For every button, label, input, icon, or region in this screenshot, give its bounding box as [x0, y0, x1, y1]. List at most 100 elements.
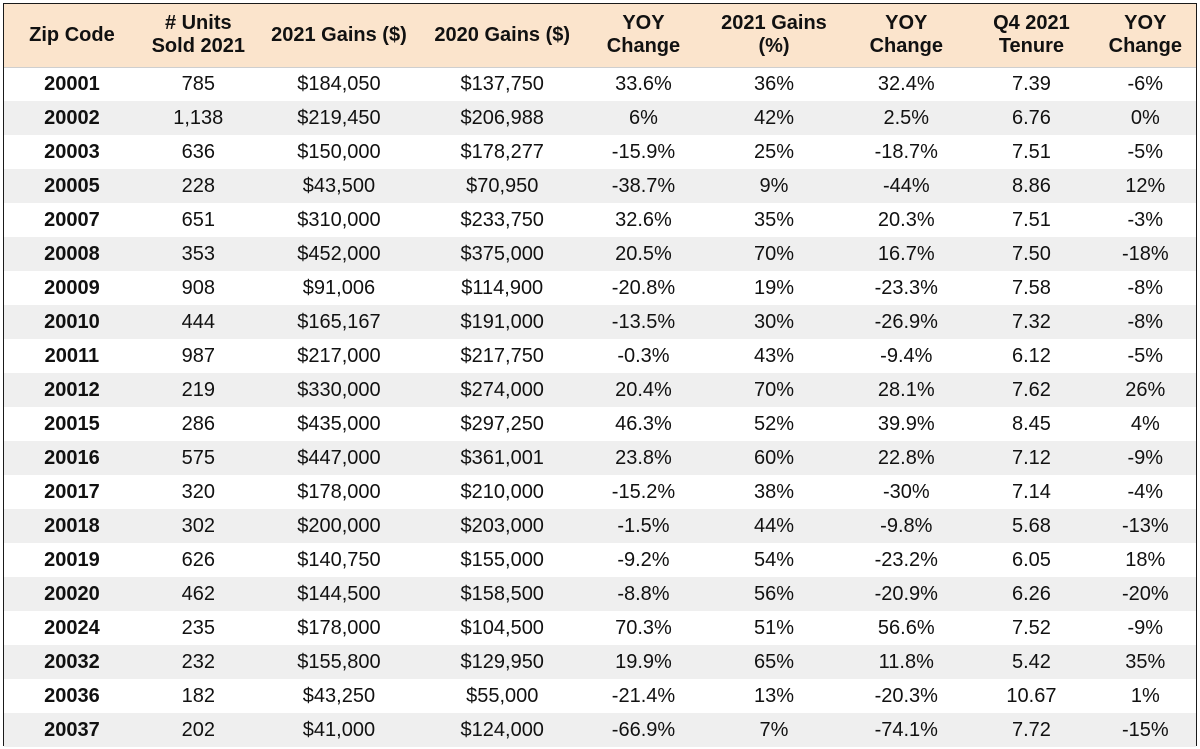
- gains-2021-dollars-cell: $447,000: [297, 446, 381, 469]
- gains-2020-dollars-cell: $178,277: [460, 140, 544, 163]
- yoy-change-dollars-cell: -9.2%: [617, 548, 670, 571]
- header-yoy-change-dollars: YOY Change: [583, 4, 704, 68]
- yoy-change-percent-cell: 11.8%: [878, 650, 934, 673]
- gains-2020-dollars-cell: $158,500: [460, 582, 544, 605]
- yoy-change-tenure-cell: 0%: [1130, 106, 1160, 129]
- yoy-change-dollars-cell: 32.6%: [615, 208, 672, 231]
- table-row: 20024 235 $178,000 $104,500 70.3% 51% 56.6% 7.5…: [4, 611, 1196, 645]
- gains-2021-percent-cell: 70%: [753, 378, 794, 401]
- gains-2021-dollars-cell: $452,000: [297, 242, 381, 265]
- yoy-change-percent-cell: 39.9%: [877, 412, 935, 435]
- gains-2020-dollars-cell: $203,000: [460, 514, 544, 537]
- table-row: 20010 444 $165,167 $191,000 -13.5% 30% -26.9% 7…: [4, 305, 1196, 339]
- gains-2021-dollars-cell: $178,000: [297, 480, 381, 503]
- zip-code-cell: 20011: [44, 344, 100, 367]
- yoy-change-tenure-cell: 1%: [1130, 684, 1160, 707]
- gains-2021-percent-cell: 54%: [753, 548, 794, 571]
- zip-code-cell: 20037: [44, 718, 100, 741]
- tenure-q4-2021-cell: 7.72: [1011, 718, 1051, 741]
- header-yoy-change-percent: YOY Change: [844, 4, 969, 68]
- tenure-q4-2021-cell: 7.50: [1011, 242, 1051, 265]
- zip-code-cell: 20015: [44, 412, 100, 435]
- tenure-q4-2021-cell: 6.26: [1011, 582, 1051, 605]
- zip-code-cell: 20017: [44, 480, 100, 503]
- units-sold-cell: 636: [181, 140, 215, 163]
- yoy-change-percent-cell: -23.2%: [874, 548, 938, 571]
- yoy-change-tenure-cell: 26%: [1125, 378, 1166, 401]
- yoy-change-tenure-cell: 12%: [1125, 174, 1166, 197]
- yoy-change-tenure-cell: -4%: [1127, 480, 1164, 503]
- gains-2020-dollars-cell: $55,000: [466, 684, 539, 707]
- header-units-sold-2021: # Units Sold 2021: [139, 4, 257, 68]
- yoy-change-tenure-cell: -3%: [1127, 208, 1164, 231]
- zip-code-cell: 20020: [44, 582, 100, 605]
- gains-2020-dollars-cell: $70,950: [466, 174, 539, 197]
- gains-2021-dollars-cell: $150,000: [297, 140, 381, 163]
- gains-2021-percent-cell: 9%: [759, 174, 789, 197]
- yoy-change-percent-cell: 20.3%: [877, 208, 935, 231]
- zip-code-cell: 20002: [44, 106, 100, 129]
- yoy-change-percent-cell: -18.7%: [874, 140, 938, 163]
- gains-2021-percent-cell: 35%: [753, 208, 794, 231]
- table-row: 20036 182 $43,250 $55,000 -21.4% 13% -20.3% 10.…: [4, 679, 1196, 713]
- tenure-q4-2021-cell: 5.42: [1011, 650, 1051, 673]
- gains-2020-dollars-cell: $361,001: [460, 446, 544, 469]
- gains-2020-dollars-cell: $124,000: [460, 718, 544, 741]
- gains-2021-dollars-cell: $184,050: [297, 72, 381, 95]
- zip-code-cell: 20012: [44, 378, 100, 401]
- tenure-q4-2021-cell: 7.52: [1011, 616, 1051, 639]
- yoy-change-tenure-cell: -6%: [1127, 72, 1164, 95]
- table-row: 20002 1,138 $219,450 $206,988 6% 42% 2.5% 6.76 0…: [4, 101, 1196, 135]
- yoy-change-tenure-cell: 4%: [1130, 412, 1160, 435]
- yoy-change-percent-cell: -23.3%: [874, 276, 938, 299]
- table-row: 20020 462 $144,500 $158,500 -8.8% 56% -20.9% 6.…: [4, 577, 1196, 611]
- gains-2021-percent-cell: 7%: [759, 718, 789, 741]
- units-sold-cell: 235: [181, 616, 215, 639]
- tenure-q4-2021-cell: 7.14: [1011, 480, 1051, 503]
- gains-2020-dollars-cell: $137,750: [460, 72, 544, 95]
- tenure-q4-2021-cell: 7.39: [1011, 72, 1051, 95]
- units-sold-cell: 182: [181, 684, 215, 707]
- zip-code-cell: 20032: [44, 650, 100, 673]
- gains-2021-percent-cell: 44%: [753, 514, 794, 537]
- yoy-change-percent-cell: 22.8%: [877, 446, 935, 469]
- gains-2021-percent-cell: 43%: [753, 344, 794, 367]
- gains-2021-dollars-cell: $310,000: [297, 208, 381, 231]
- gains-2021-percent-cell: 38%: [753, 480, 794, 503]
- tenure-q4-2021-cell: 6.76: [1011, 106, 1051, 129]
- units-sold-cell: 1,138: [173, 106, 224, 129]
- yoy-change-dollars-cell: 46.3%: [615, 412, 672, 435]
- gains-2021-dollars-cell: $178,000: [297, 616, 381, 639]
- tenure-q4-2021-cell: 7.58: [1011, 276, 1051, 299]
- yoy-change-dollars-cell: 6%: [629, 106, 658, 129]
- gains-2020-dollars-cell: $217,750: [460, 344, 544, 367]
- yoy-change-dollars-cell: -1.5%: [617, 514, 670, 537]
- yoy-change-tenure-cell: -15%: [1121, 718, 1169, 741]
- yoy-change-dollars-cell: 19.9%: [615, 650, 672, 673]
- table-row: 20005 228 $43,500 $70,950 -38.7% 9% -44% 8.86 12…: [4, 169, 1196, 203]
- gains-2021-dollars-cell: $91,006: [302, 276, 376, 299]
- gains-2021-percent-cell: 19%: [753, 276, 794, 299]
- units-sold-cell: 202: [181, 718, 215, 741]
- units-sold-cell: 320: [181, 480, 215, 503]
- gains-2020-dollars-cell: $297,250: [460, 412, 544, 435]
- tenure-q4-2021-cell: 8.45: [1011, 412, 1051, 435]
- units-sold-cell: 575: [181, 446, 215, 469]
- yoy-change-dollars-cell: -15.2%: [611, 480, 676, 503]
- yoy-change-dollars-cell: 70.3%: [615, 616, 672, 639]
- yoy-change-tenure-cell: -9%: [1127, 616, 1164, 639]
- yoy-change-dollars-cell: 20.5%: [615, 242, 672, 265]
- yoy-change-dollars-cell: -21.4%: [611, 684, 676, 707]
- yoy-change-percent-cell: -26.9%: [874, 310, 938, 333]
- zip-code-cell: 20036: [44, 684, 100, 707]
- yoy-change-tenure-cell: -18%: [1121, 242, 1169, 265]
- gains-2021-dollars-cell: $165,167: [297, 310, 381, 333]
- yoy-change-tenure-cell: -9%: [1127, 446, 1164, 469]
- tenure-q4-2021-cell: 6.12: [1011, 344, 1051, 367]
- table-row: 20007 651 $310,000 $233,750 32.6% 35% 20.3% 7.5…: [4, 203, 1196, 237]
- table-row: 20008 353 $452,000 $375,000 20.5% 70% 16.7% 7.5…: [4, 237, 1196, 271]
- header-2021-gains-percent: 2021 Gains (%): [703, 4, 845, 68]
- zip-code-cell: 20009: [44, 276, 100, 299]
- gains-2021-percent-cell: 30%: [753, 310, 794, 333]
- units-sold-cell: 462: [181, 582, 215, 605]
